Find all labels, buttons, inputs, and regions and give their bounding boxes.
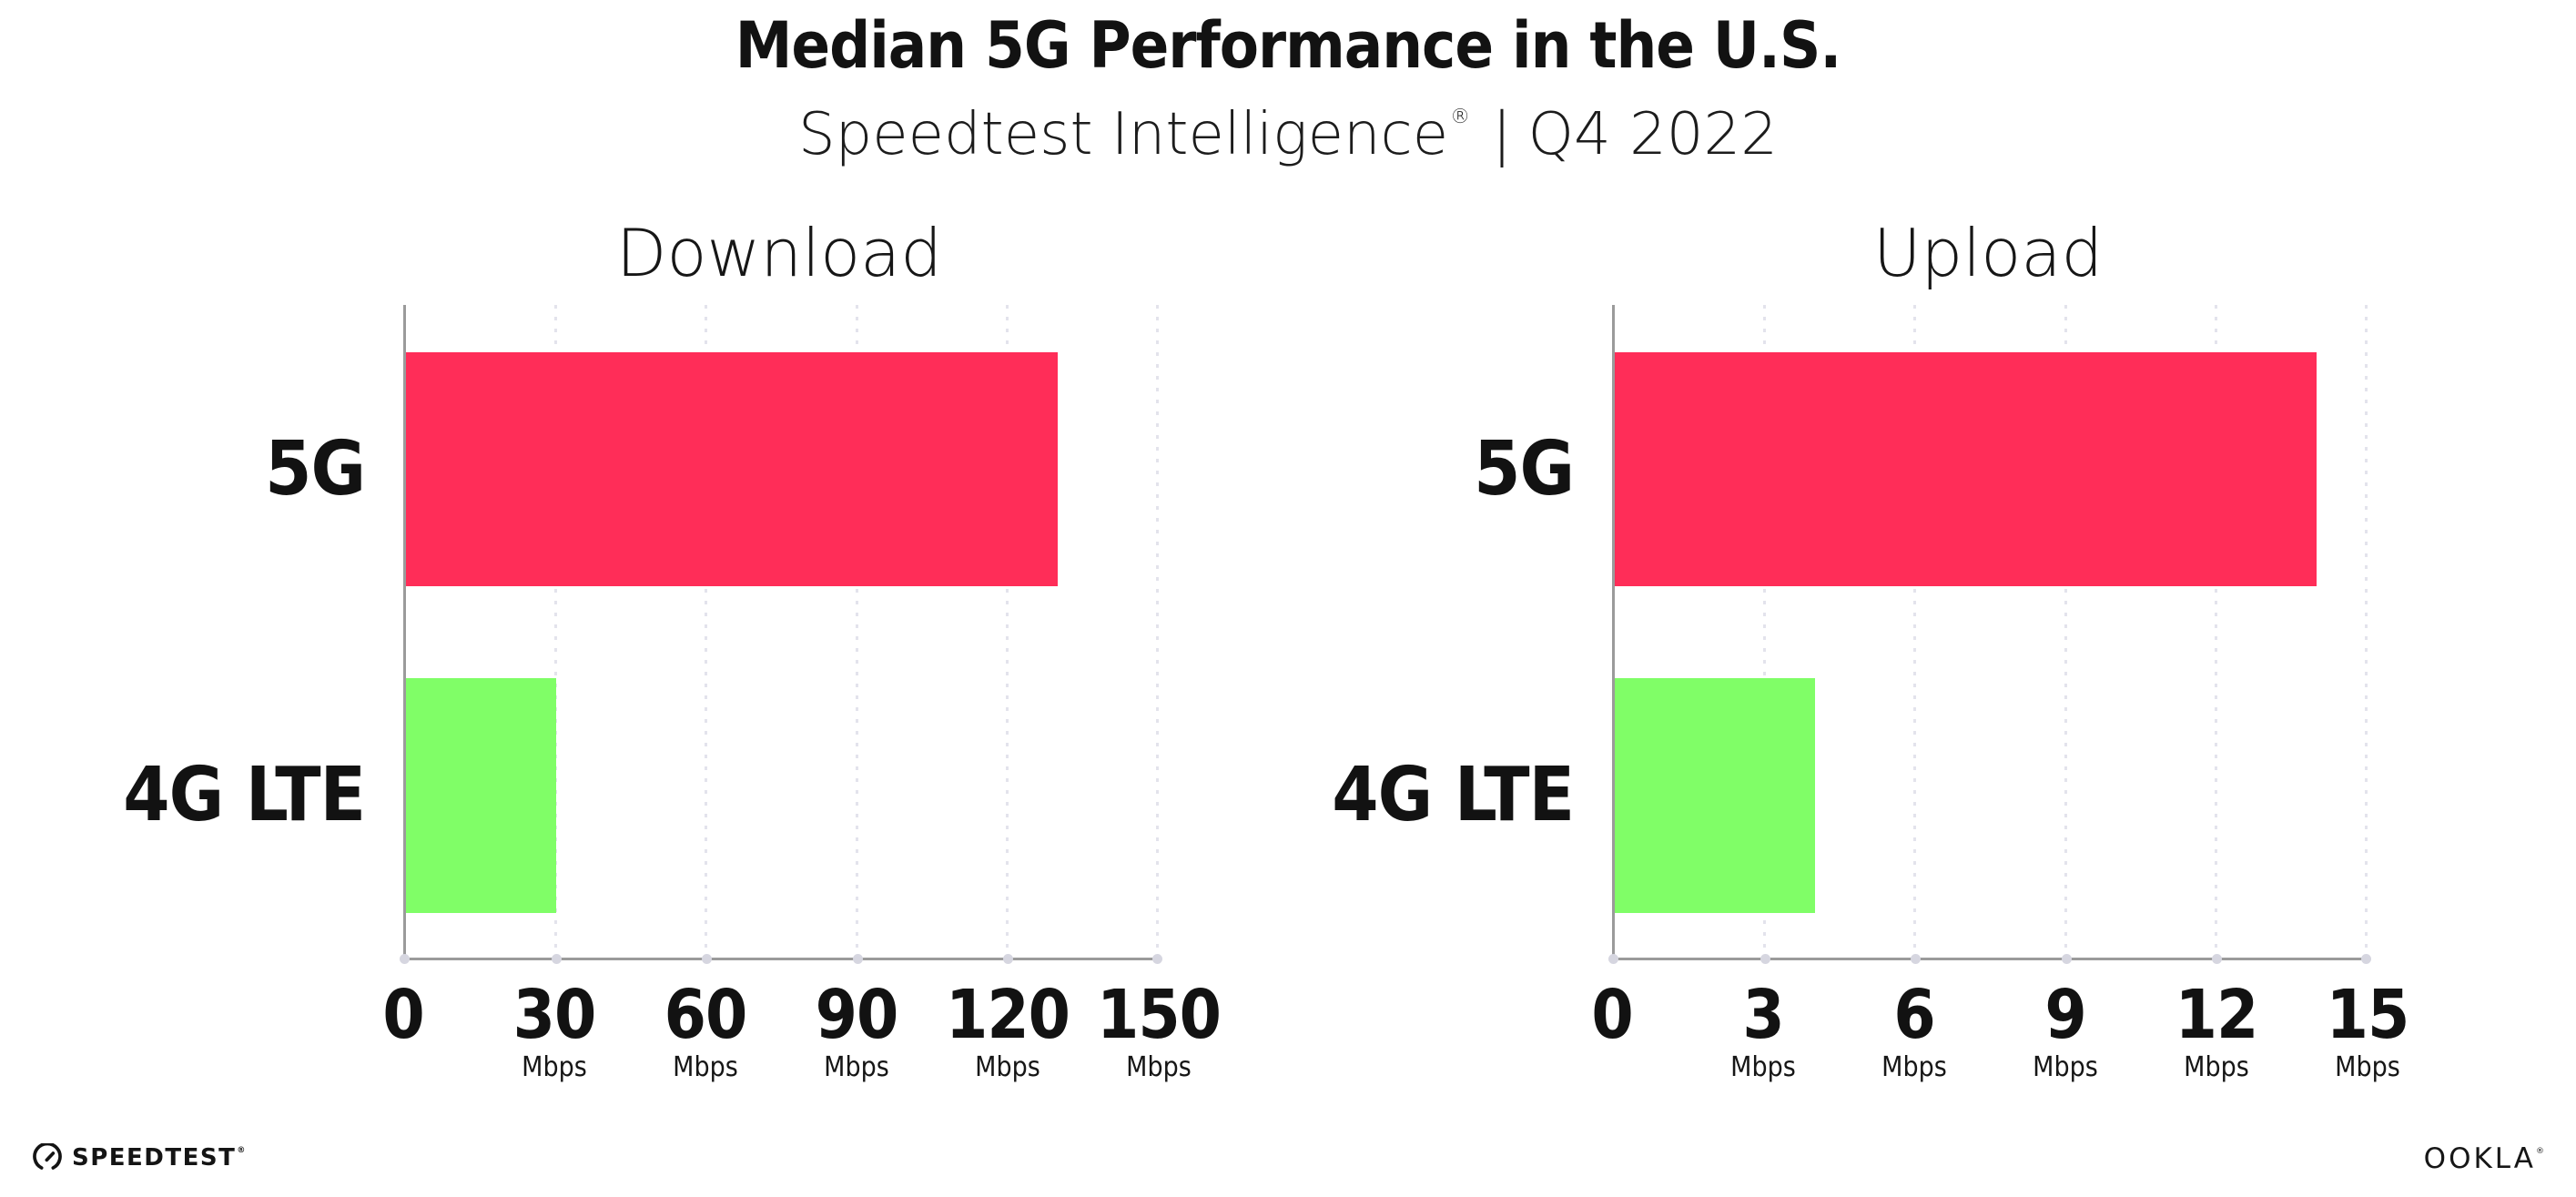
gridline [1156, 305, 1159, 958]
axis-tick-dot [2211, 954, 2222, 964]
x-tick-value: 30 [512, 976, 597, 1054]
axis-tick-dot [400, 954, 410, 964]
gridline [855, 305, 858, 958]
ookla-logo: OOKLA® [2424, 1145, 2547, 1173]
x-tick: 60 Mbps [631, 981, 780, 1081]
download-plot-area [400, 305, 1162, 964]
x-tick-value: 15 [2326, 976, 2410, 1054]
x-tick: 9 Mbps [1991, 981, 2140, 1081]
x-tick: 0 [1537, 981, 1687, 1049]
axis-tick-dot [1760, 954, 1771, 964]
x-tick: 6 Mbps [1840, 981, 1989, 1081]
axis-tick-dot [552, 954, 563, 964]
axis-tick-dot [852, 954, 863, 964]
page-subtitle: Speedtest Intelligence® | Q4 2022 [0, 101, 2576, 169]
gridline [2214, 305, 2217, 958]
upload-plot-area [1608, 305, 2371, 964]
x-tick-unit: Mbps [673, 1051, 738, 1083]
x-tick-value: 9 [2044, 976, 2086, 1054]
download-chart: Download 5G 4G LTE 0 30 Mbps 60 Mbps [123, 0, 1222, 1197]
axis-tick-dot [1911, 954, 1922, 964]
x-tick-unit: Mbps [1730, 1051, 1796, 1083]
x-tick-unit: Mbps [522, 1051, 587, 1083]
download-category-label-5g: 5G [265, 426, 366, 512]
axis-tick-dot [1608, 954, 1618, 964]
x-tick: 120 Mbps [933, 981, 1082, 1081]
x-tick: 12 Mbps [2142, 981, 2291, 1081]
x-tick: 15 Mbps [2293, 981, 2442, 1081]
registered-trademark-icon: ® [1450, 106, 1471, 128]
x-tick-unit: Mbps [2184, 1051, 2249, 1083]
axis-tick-dot [2061, 954, 2072, 964]
subtitle-brand: Speedtest Intelligence [798, 101, 1449, 168]
gridline [2365, 305, 2368, 958]
subtitle-separator: | [1492, 101, 1512, 168]
page-title: Median 5G Performance in the U.S. [735, 8, 1842, 83]
x-tick-unit: Mbps [1126, 1051, 1192, 1083]
upload-bar-4g-lte [1615, 678, 1816, 913]
gridline [2064, 305, 2067, 958]
axis-tick-dot [1002, 954, 1013, 964]
x-tick: 3 Mbps [1689, 981, 1838, 1081]
x-tick-value: 0 [1591, 976, 1633, 1054]
upload-category-label-4g-lte: 4G LTE [1332, 752, 1575, 838]
x-tick-value: 3 [1742, 976, 1784, 1054]
registered-trademark-icon: ® [2536, 1147, 2547, 1156]
x-tick: 30 Mbps [480, 981, 629, 1081]
x-tick-unit: Mbps [824, 1051, 889, 1083]
x-tick-unit: Mbps [1881, 1051, 1947, 1083]
x-tick-unit: Mbps [2033, 1051, 2098, 1083]
x-tick-unit: Mbps [975, 1051, 1040, 1083]
speedtest-logo: SPEEDTEST® [33, 1143, 247, 1172]
x-tick: 150 Mbps [1084, 981, 1233, 1081]
x-tick-value: 0 [382, 976, 424, 1054]
subtitle-period: Q4 2022 [1527, 101, 1778, 168]
upload-chart-title: Upload [1872, 215, 2104, 291]
ookla-wordmark: OOKLA [2423, 1142, 2536, 1175]
x-tick-value: 60 [664, 976, 748, 1054]
registered-trademark-icon: ® [237, 1146, 247, 1155]
x-tick-value: 120 [946, 976, 1070, 1054]
gridline [1005, 305, 1009, 958]
speedtest-wordmark: SPEEDTEST® [72, 1144, 247, 1172]
gridline [705, 305, 708, 958]
x-tick: 0 [329, 981, 478, 1049]
gridline [554, 305, 558, 958]
download-chart-title: Download [616, 215, 942, 291]
gridline [1913, 305, 1917, 958]
x-tick-value: 6 [1893, 976, 1935, 1054]
axis-tick-dot [2361, 954, 2371, 964]
download-bar-5g [406, 352, 1058, 586]
upload-category-label-5g: 5G [1474, 426, 1575, 512]
upload-bar-5g [1615, 352, 2317, 586]
download-category-label-4g-lte: 4G LTE [123, 752, 366, 838]
x-tick-value: 150 [1097, 976, 1222, 1054]
x-tick-value: 12 [2175, 976, 2259, 1054]
speedtest-gauge-icon [33, 1143, 62, 1170]
download-bar-4g-lte [406, 678, 557, 913]
upload-chart: Upload 5G 4G LTE 0 3 Mbps 6 Mbps [1332, 0, 2409, 1197]
x-tick-value: 90 [815, 976, 899, 1054]
axis-tick-dot [702, 954, 713, 964]
gridline [1763, 305, 1767, 958]
x-tick: 90 Mbps [782, 981, 931, 1081]
axis-tick-dot [1152, 954, 1162, 964]
x-tick-unit: Mbps [2335, 1051, 2400, 1083]
